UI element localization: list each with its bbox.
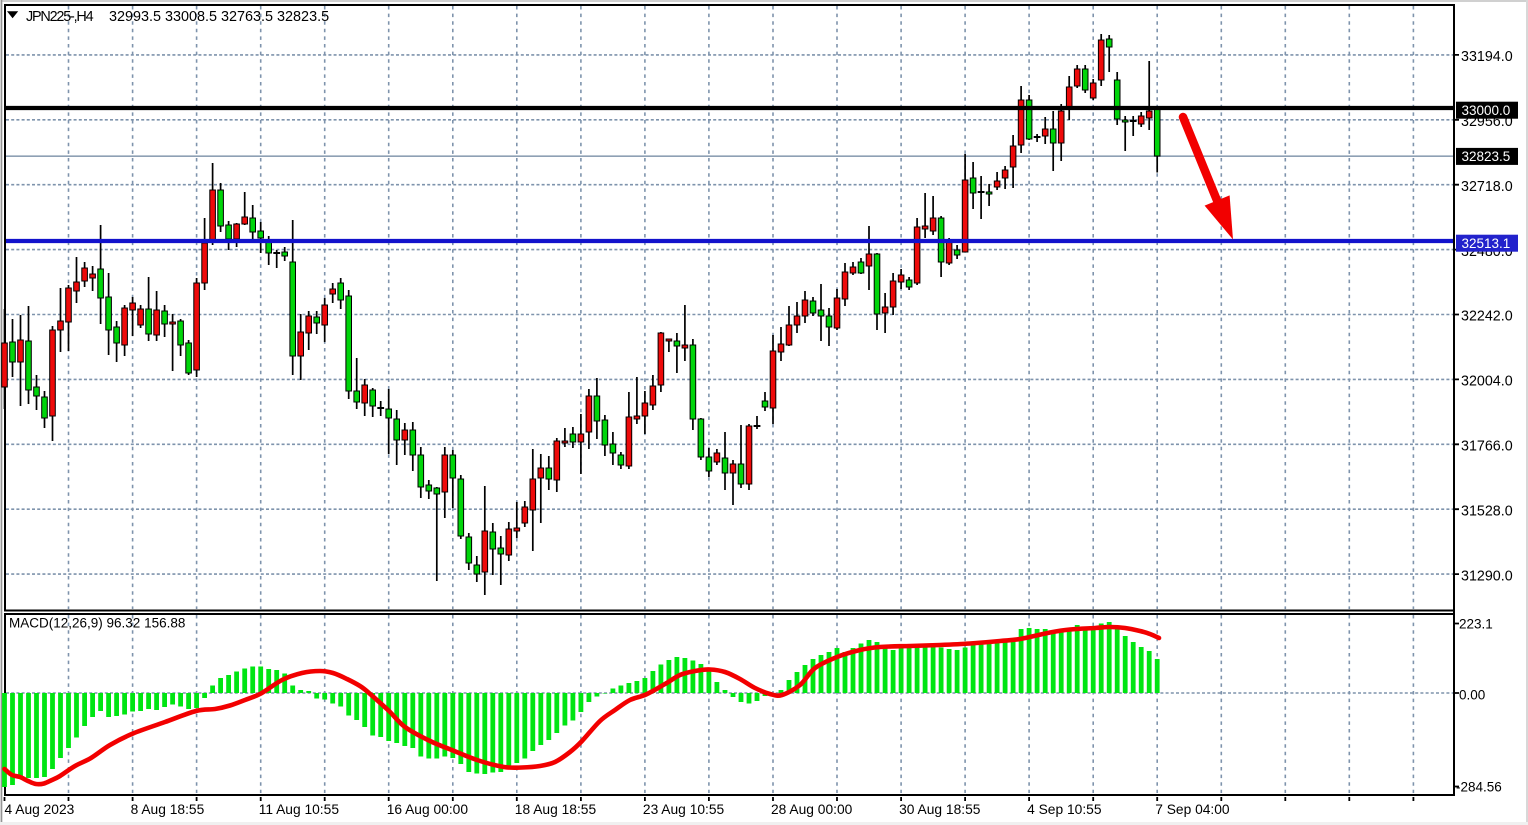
svg-text:32513.1: 32513.1 xyxy=(1462,236,1511,251)
svg-text:223.1: 223.1 xyxy=(1459,616,1493,631)
svg-text:4 Sep 10:55: 4 Sep 10:55 xyxy=(1027,802,1102,817)
svg-text:23 Aug 10:55: 23 Aug 10:55 xyxy=(643,802,725,817)
svg-text:-284.56: -284.56 xyxy=(1456,779,1502,794)
svg-text:33194.0: 33194.0 xyxy=(1461,49,1513,65)
svg-text:16 Aug 00:00: 16 Aug 00:00 xyxy=(387,802,469,817)
svg-text:0.00: 0.00 xyxy=(1459,687,1485,702)
svg-text:8 Aug 18:55: 8 Aug 18:55 xyxy=(131,802,205,817)
svg-text:32823.5: 32823.5 xyxy=(1462,149,1511,164)
svg-text:32993.5 33008.5 32763.5 32823.: 32993.5 33008.5 32763.5 32823.5 xyxy=(109,9,329,25)
svg-text:28 Aug 00:00: 28 Aug 00:00 xyxy=(771,802,853,817)
svg-text:31528.0: 31528.0 xyxy=(1461,503,1513,519)
svg-text:JPN225-,H4: JPN225-,H4 xyxy=(26,9,94,25)
svg-text:30 Aug 18:55: 30 Aug 18:55 xyxy=(899,802,981,817)
svg-text:18 Aug 18:55: 18 Aug 18:55 xyxy=(515,802,597,817)
svg-text:MACD(12,26,9) 96.32 156.88: MACD(12,26,9) 96.32 156.88 xyxy=(9,616,185,631)
svg-text:32718.0: 32718.0 xyxy=(1461,179,1513,195)
svg-text:32242.0: 32242.0 xyxy=(1461,309,1513,325)
svg-text:31290.0: 31290.0 xyxy=(1461,568,1513,584)
svg-text:4 Aug 2023: 4 Aug 2023 xyxy=(5,802,75,817)
svg-text:11 Aug 10:55: 11 Aug 10:55 xyxy=(259,802,340,817)
svg-text:31766.0: 31766.0 xyxy=(1461,439,1513,455)
svg-text:32004.0: 32004.0 xyxy=(1461,374,1513,390)
svg-text:33000.0: 33000.0 xyxy=(1462,103,1511,118)
svg-text:7 Sep 04:00: 7 Sep 04:00 xyxy=(1155,802,1230,817)
